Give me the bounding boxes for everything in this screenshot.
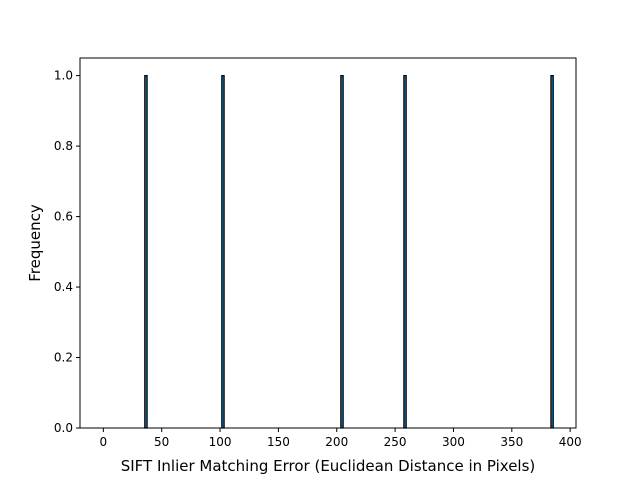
y-tick-label: 0.0: [54, 421, 73, 435]
x-tick-label: 200: [325, 435, 348, 449]
y-tick-label: 0.8: [54, 139, 73, 153]
x-tick-label: 100: [209, 435, 232, 449]
x-tick-label: 300: [442, 435, 465, 449]
x-tick-label: 150: [267, 435, 290, 449]
x-tick-label: 250: [384, 435, 407, 449]
histogram-bar-4: [403, 75, 407, 429]
x-tick-label: 350: [500, 435, 523, 449]
y-axis-label: Frequency: [26, 204, 44, 282]
y-tick-label: 0.6: [54, 210, 73, 224]
y-tick-label: 0.4: [54, 280, 73, 294]
histogram-bar-3: [340, 75, 344, 429]
x-tick-label: 400: [559, 435, 582, 449]
x-tick-label: 50: [154, 435, 169, 449]
ticks-layer: 0 50 100 150 200 250 300 350 400 0.0 0.2 0.4 0.6 0.8 1…: [54, 69, 582, 449]
histogram-bar-5: [550, 75, 554, 429]
plot-frame: [79, 57, 577, 429]
y-tick-label: 1.0: [54, 69, 73, 83]
x-axis-label: SIFT Inlier Matching Error (Euclidean Di…: [121, 457, 536, 475]
histogram-bar-2: [221, 75, 225, 429]
x-tick-label: 0: [100, 435, 108, 449]
y-tick-label: 0.2: [54, 351, 73, 365]
histogram-bar-1: [144, 75, 148, 429]
bars-layer: [144, 75, 554, 429]
